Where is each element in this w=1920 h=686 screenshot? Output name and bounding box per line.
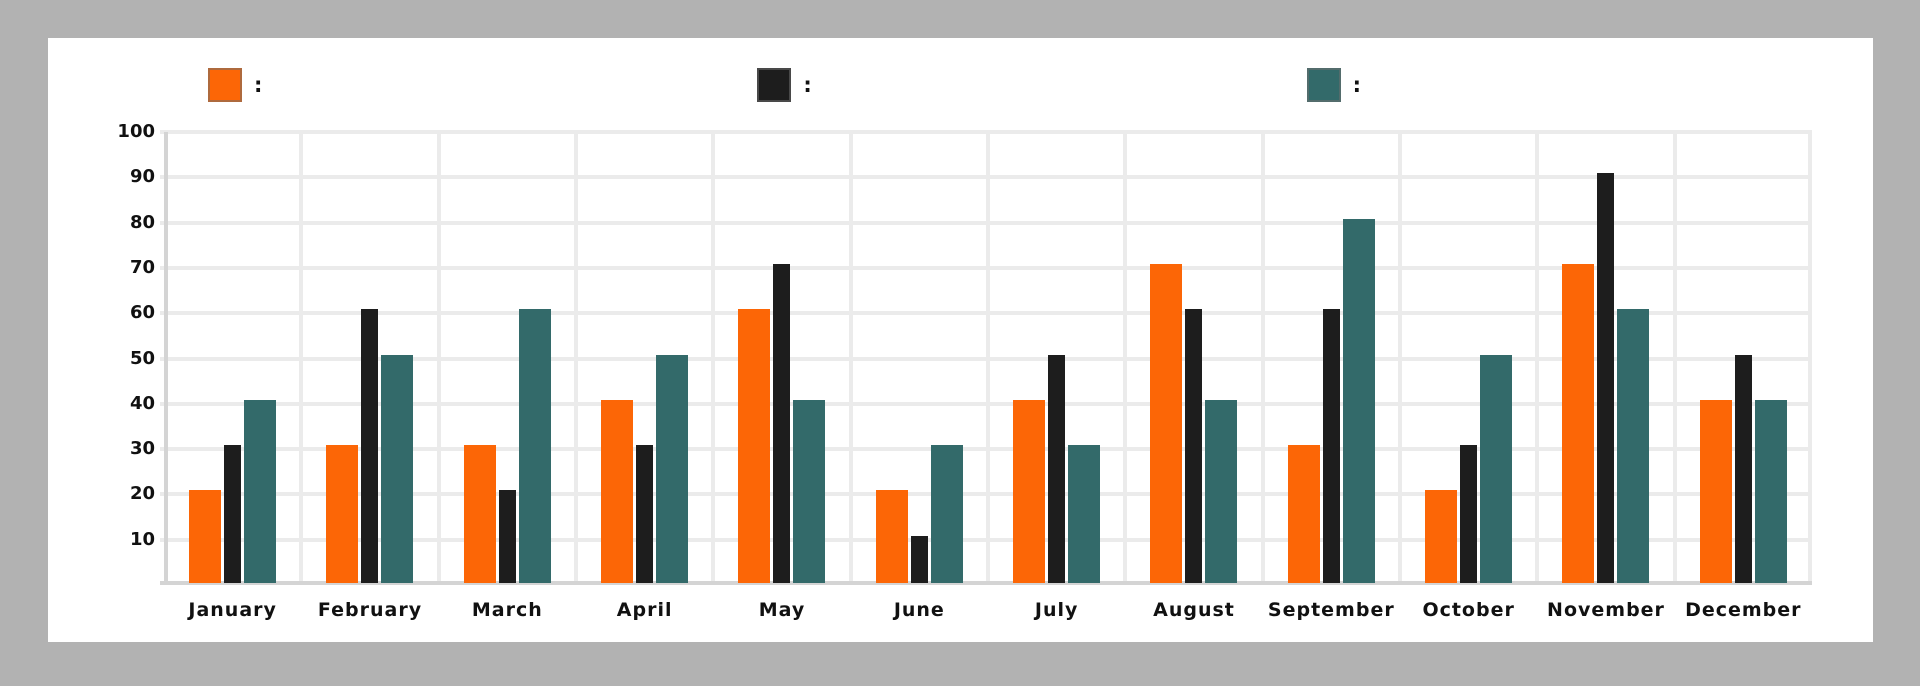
month-label-november: November: [1547, 599, 1665, 621]
gridline-vertical: [299, 132, 304, 585]
bar-march-series1: [463, 445, 496, 583]
legend-swatch-icon: [1306, 68, 1341, 102]
bar-group-november: [1537, 130, 1674, 583]
bar-group-april: [576, 130, 713, 583]
bar-group-october: [1400, 130, 1537, 583]
bar-february-series1: [326, 445, 359, 583]
bar-group-august: [1125, 130, 1262, 583]
bar-february-series3: [381, 354, 414, 583]
legend-separator: :: [803, 73, 812, 97]
gridline-vertical: [574, 132, 578, 585]
month-label-january: January: [188, 599, 277, 621]
month-label-december: December: [1685, 599, 1802, 621]
bar-group-july: [988, 130, 1125, 583]
month-label-june: June: [893, 599, 945, 621]
plot-area: [160, 130, 1812, 585]
bar-december-series1: [1699, 399, 1732, 583]
bar-group-september: [1263, 130, 1400, 583]
bar-may-series2: [773, 263, 791, 583]
month-label-february: February: [317, 599, 423, 621]
y-tick-label-20: 20: [129, 483, 155, 505]
legend-swatch-icon: [208, 68, 242, 102]
legend-item-2: :: [713, 65, 1262, 105]
bar-august-series3: [1205, 399, 1238, 583]
bar-group-may: [713, 130, 850, 583]
month-label-march: March: [471, 599, 543, 621]
bar-august-series1: [1150, 263, 1183, 583]
x-axis-labels: January February March April May June July Augu…: [164, 597, 1812, 623]
y-tick-label-10: 10: [129, 528, 155, 550]
bar-november-series1: [1562, 263, 1595, 583]
gridline-vertical: [1808, 132, 1812, 585]
bar-april-series3: [656, 354, 689, 583]
bar-january-series1: [189, 490, 222, 583]
y-tick-label-30: 30: [129, 438, 155, 460]
month-label-august: August: [1153, 599, 1235, 621]
bar-september-series3: [1342, 218, 1375, 583]
gridline-vertical: [986, 132, 990, 585]
bar-november-series2: [1597, 173, 1615, 583]
bar-july-series3: [1068, 445, 1101, 583]
bar-september-series1: [1287, 445, 1320, 583]
bar-october-series3: [1480, 354, 1513, 583]
gridline-vertical: [848, 132, 853, 585]
bar-july-series1: [1013, 399, 1046, 583]
x-axis-line: [160, 581, 1812, 585]
bar-april-series2: [636, 445, 654, 583]
y-axis-line: [164, 132, 168, 585]
bar-june-series2: [910, 535, 928, 583]
gridline-vertical: [711, 132, 716, 585]
month-label-may: May: [758, 599, 806, 621]
month-label-april: April: [616, 599, 673, 621]
y-tick-label-100: 100: [117, 121, 155, 142]
bar-january-series3: [244, 399, 277, 583]
gridline-vertical: [1123, 132, 1128, 585]
bar-december-series3: [1754, 399, 1787, 583]
bar-march-series3: [518, 309, 551, 583]
bar-october-series2: [1460, 445, 1478, 583]
gridline-vertical: [1672, 132, 1677, 585]
month-label-october: October: [1422, 599, 1515, 621]
y-tick-label-70: 70: [129, 256, 155, 278]
bar-october-series1: [1425, 490, 1458, 583]
gridline-vertical: [1398, 132, 1402, 585]
bar-november-series3: [1617, 309, 1650, 583]
bar-september-series2: [1322, 309, 1340, 583]
bar-march-series2: [498, 490, 516, 583]
legend-item-3: :: [1263, 65, 1812, 105]
bar-january-series2: [224, 445, 242, 583]
bar-june-series3: [930, 445, 963, 583]
bar-group-january: [164, 130, 301, 583]
bar-may-series3: [793, 399, 826, 583]
bar-august-series2: [1185, 309, 1203, 583]
bar-may-series1: [738, 309, 771, 583]
y-tick-label-90: 90: [129, 166, 155, 188]
y-tick-label-40: 40: [129, 392, 155, 414]
bar-june-series1: [875, 490, 908, 583]
y-axis-labels: 10 20 30 40 50 60 70 80 90 100: [48, 121, 155, 585]
bar-group-june: [851, 130, 988, 583]
chart-card: ::: 10 20 30 40 50 60 70 80 90 100 January Februar…: [48, 38, 1873, 642]
bar-group-march: [439, 130, 576, 583]
gridline-vertical: [436, 132, 441, 585]
bar-december-series2: [1734, 354, 1752, 583]
gridline-vertical: [1535, 132, 1540, 585]
y-tick-label-80: 80: [129, 211, 155, 233]
legend: :::: [164, 65, 1812, 105]
bar-july-series2: [1048, 354, 1066, 583]
bar-april-series1: [601, 399, 634, 583]
bar-group-february: [301, 130, 438, 583]
month-label-july: July: [1034, 599, 1079, 621]
y-tick-label-60: 60: [129, 302, 155, 324]
y-tick-label-50: 50: [129, 347, 155, 369]
bar-group-december: [1675, 130, 1812, 583]
legend-swatch-icon: [757, 68, 792, 102]
month-label-september: September: [1267, 599, 1395, 621]
legend-separator: :: [254, 73, 263, 97]
legend-separator: :: [1352, 73, 1362, 97]
bar-february-series2: [361, 309, 379, 583]
gridline-vertical: [1260, 132, 1265, 585]
legend-item-1: :: [164, 65, 713, 105]
